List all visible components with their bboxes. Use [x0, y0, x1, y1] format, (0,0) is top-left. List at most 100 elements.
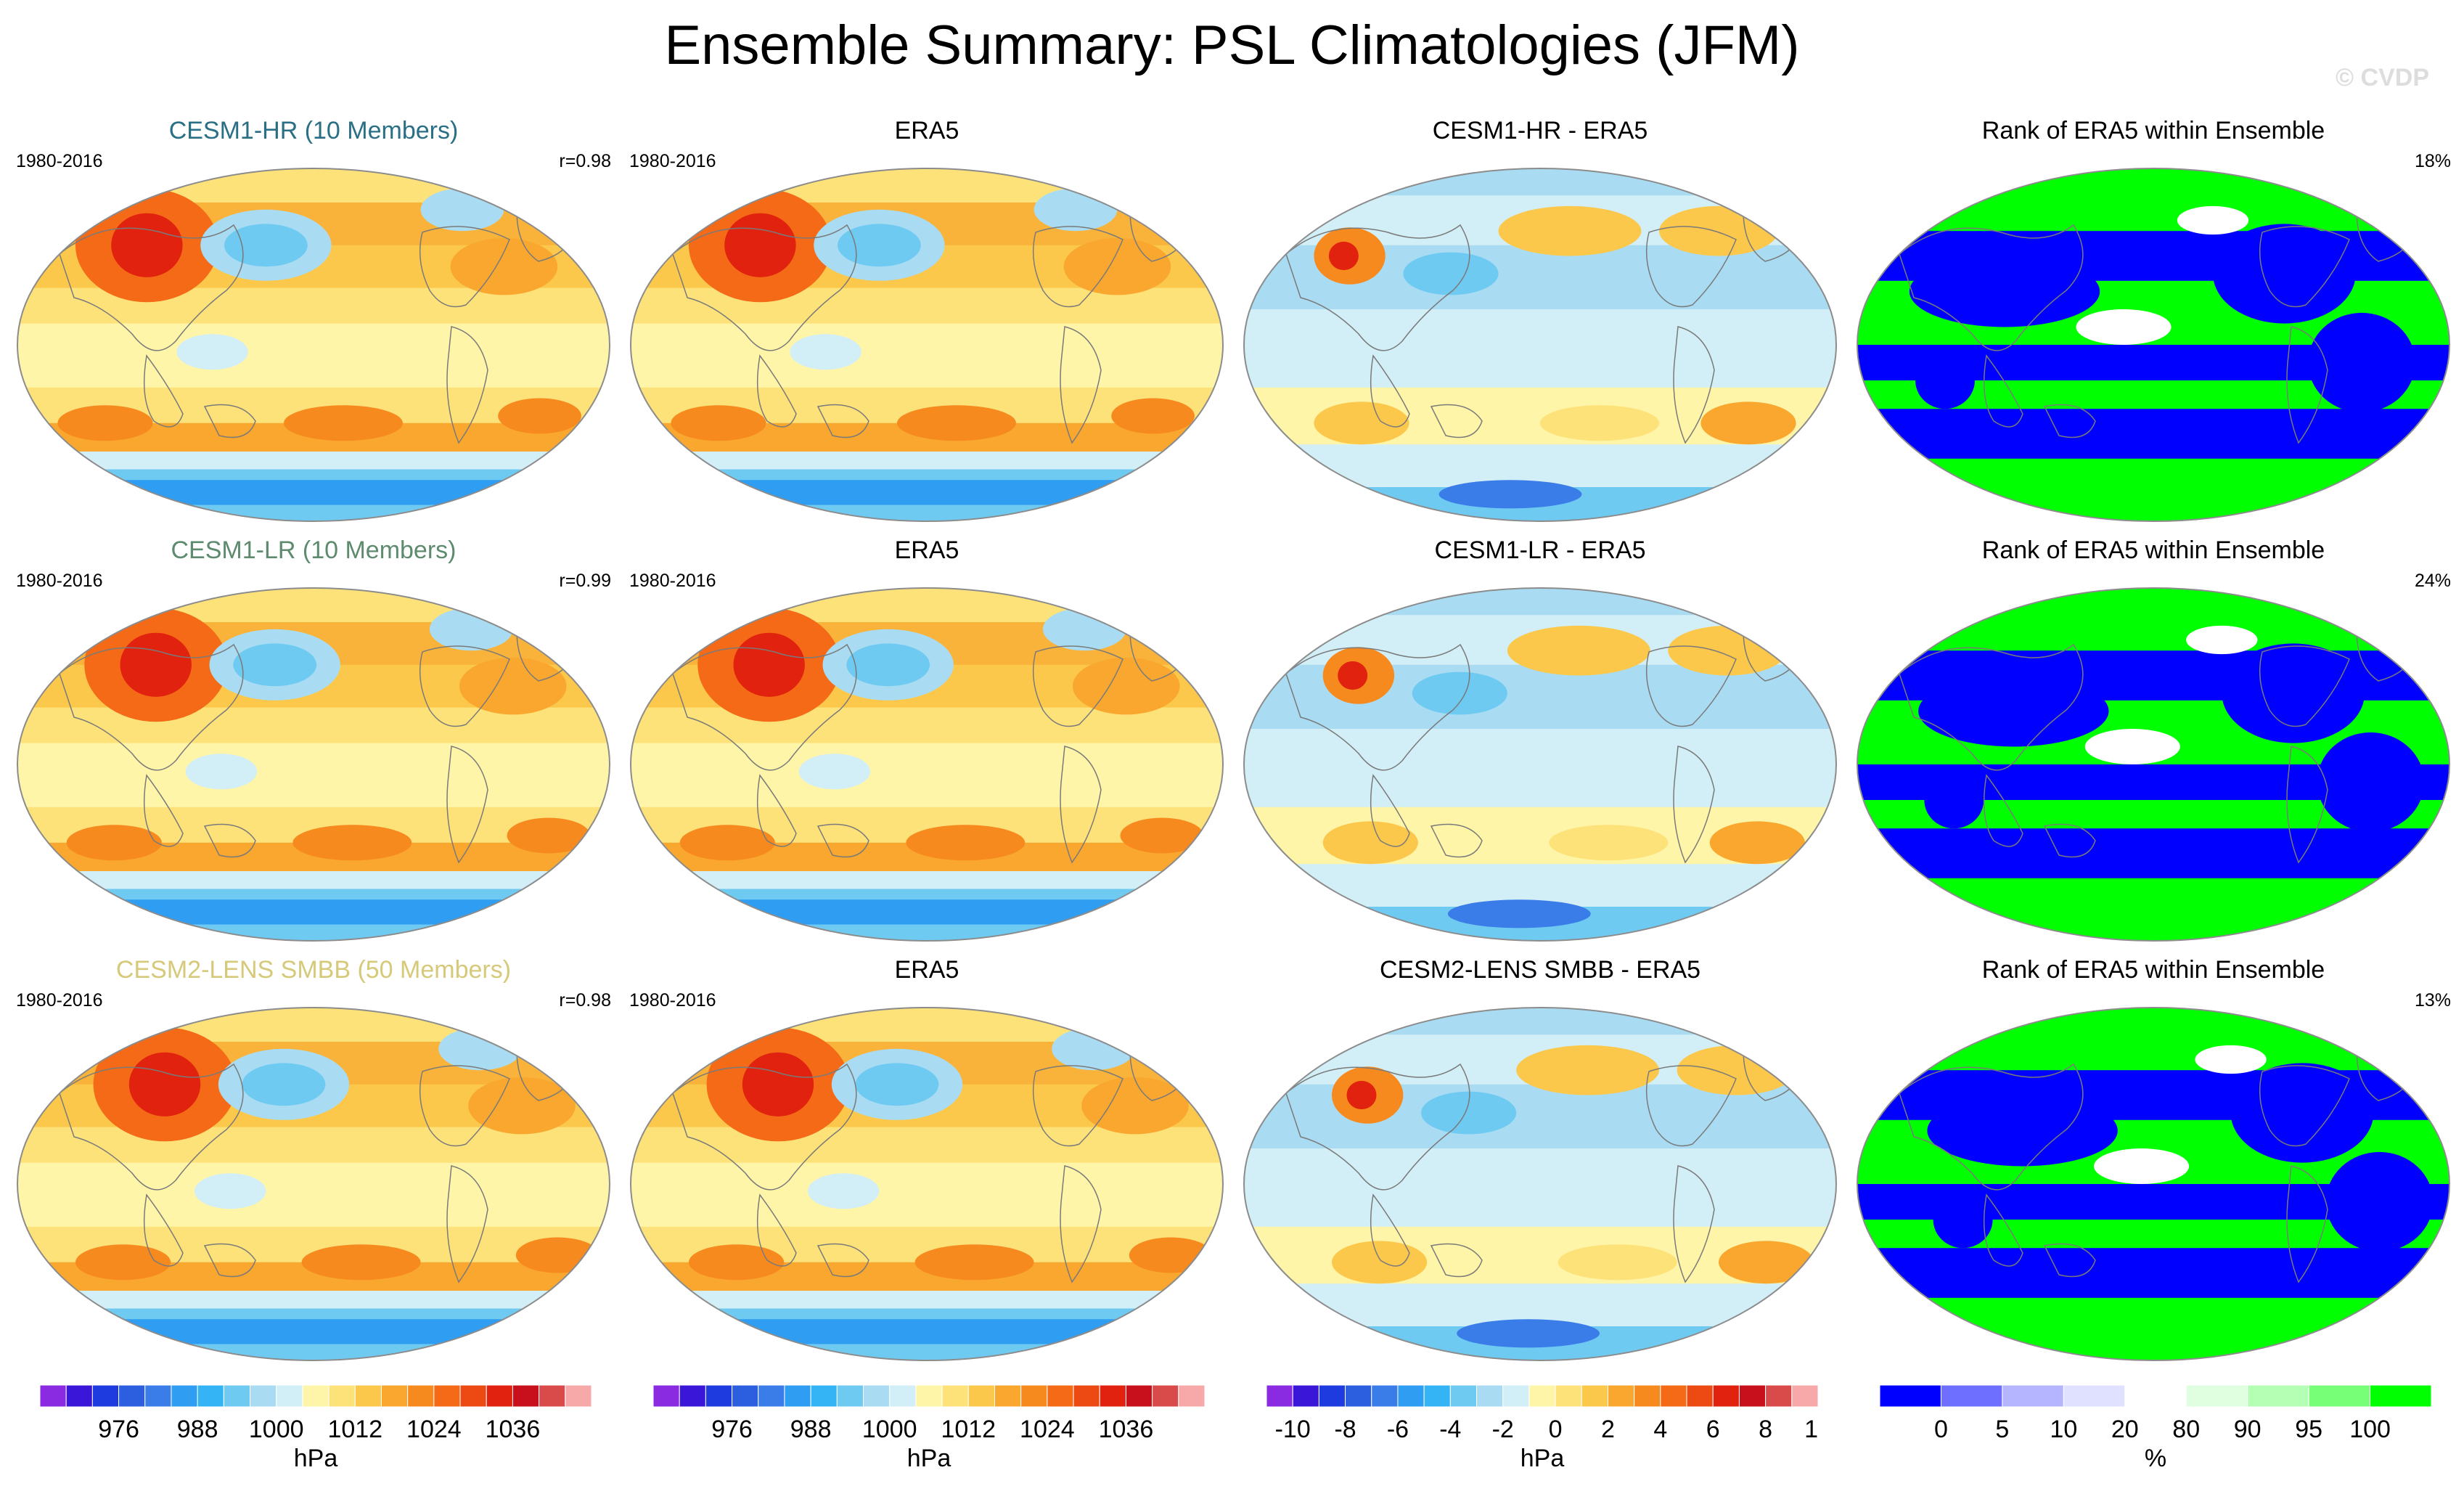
- contour-band: [17, 588, 610, 623]
- colorbar-swatch: [1502, 1385, 1530, 1408]
- map-border: [1857, 587, 2450, 942]
- map-obs: [630, 168, 1224, 522]
- colorbar-swatch: [1791, 1385, 1818, 1408]
- continent-outline: [446, 1165, 488, 1283]
- contour-feature: [242, 1063, 326, 1106]
- period-label: 1980-2016: [629, 571, 716, 591]
- contour-band: [631, 168, 1223, 203]
- contour-feature: [671, 405, 766, 441]
- contour-feature: [1516, 1045, 1659, 1095]
- panel-title: CESM2-LENS SMBB (50 Members): [115, 956, 512, 984]
- contour-band: [17, 1291, 610, 1310]
- colorbar-swatch: [2063, 1385, 2126, 1408]
- panel-title: Rank of ERA5 within Ensemble: [1981, 536, 2325, 564]
- contour-band: [1857, 878, 2449, 941]
- colorbar-tick-label: 5: [1995, 1416, 2009, 1443]
- continent-outline: [1285, 643, 1470, 771]
- panel-diff: CESM1-LR - ERA5: [1243, 536, 1838, 942]
- colorbar-tick-label: 1012: [941, 1416, 996, 1443]
- colorbar-swatch: [512, 1385, 540, 1408]
- colorbar-tick-label: 0: [1934, 1416, 1948, 1443]
- continent-outline: [2286, 1165, 2328, 1283]
- contour-feature: [292, 825, 412, 861]
- colorbar-swatch: [2247, 1385, 2309, 1408]
- contour-feature: [1328, 241, 1359, 271]
- continent-outline: [2043, 1243, 2096, 1278]
- continent-outline: [816, 1243, 869, 1278]
- continent-outline: [1430, 823, 1483, 858]
- colorbar-tick-label: 95: [2295, 1416, 2322, 1443]
- contour-band: [631, 743, 1223, 808]
- contour-feature: [515, 1237, 599, 1273]
- contour-feature: [1507, 625, 1650, 676]
- continent-outline: [1370, 774, 1410, 847]
- contour-feature: [689, 1244, 785, 1281]
- continent-outline: [1673, 1165, 1715, 1283]
- contour-feature: [2076, 309, 2172, 345]
- period-label: 1980-2016: [16, 571, 103, 591]
- panel-title: CESM1-HR (10 Members): [168, 117, 459, 144]
- contour-feature: [2213, 224, 2356, 324]
- contour-band: [1857, 1008, 2449, 1071]
- period-label: 1980-2016: [629, 990, 716, 1011]
- colorbar-tick-label: -2: [1492, 1416, 1514, 1443]
- contour-band: [17, 1308, 610, 1320]
- continent-outline: [203, 404, 256, 438]
- contour-band: [17, 743, 610, 808]
- contour-feature: [1081, 1077, 1189, 1135]
- continent-outline: [446, 746, 488, 864]
- contour-feature: [450, 238, 558, 295]
- colorbar-swatch: [486, 1385, 513, 1408]
- continent-outline: [1430, 404, 1483, 438]
- contour-feature: [1338, 661, 1368, 690]
- panel-ensemble: CESM1-LR (10 Members) 1980-2016 r=0.99: [16, 536, 611, 942]
- colorbar-swatch: [197, 1385, 224, 1408]
- colorbar-swatch: [679, 1385, 706, 1408]
- continent-outline: [1645, 645, 1737, 727]
- colorbar-swatch: [2185, 1385, 2248, 1408]
- colorbar-swatch: [1178, 1385, 1205, 1408]
- contour-band: [17, 168, 610, 203]
- colorbar-swatch: [1738, 1385, 1767, 1408]
- panel-title: CESM1-LR - ERA5: [1434, 536, 1646, 564]
- colorbar-graphic: -10 -8 -6 -4 -2 0 2 4 6 8 10: [1266, 1385, 1818, 1443]
- contour-band: [631, 1344, 1223, 1360]
- colorbar-graphic: 976 988 1000 1012 1024 1036: [653, 1385, 1205, 1443]
- contour-band: [631, 323, 1223, 388]
- contour-band: [631, 899, 1223, 926]
- continent-outline: [1899, 1063, 2084, 1191]
- map-border: [630, 168, 1224, 522]
- colorbar-swatch: [302, 1385, 330, 1408]
- contour-feature: [1438, 480, 1582, 509]
- colorbar-swatch: [459, 1385, 487, 1408]
- continent-outline: [59, 224, 244, 351]
- colorbar-tick-label: 0: [1549, 1416, 1563, 1443]
- colorbar-ensemble: 976 988 1000 1012 1024 1036 hPa: [40, 1385, 592, 1472]
- colorbar-tick-label: 1036: [1099, 1416, 1154, 1443]
- colorbar-swatch: [1712, 1385, 1740, 1408]
- contour-feature: [1120, 817, 1204, 854]
- contour-feature: [498, 398, 581, 434]
- contour-feature: [679, 825, 775, 861]
- colorbar-tick-label: 10: [1804, 1416, 1818, 1443]
- colorbar-tick-label: 1024: [1020, 1416, 1075, 1443]
- continent-outline: [419, 226, 510, 308]
- colorbar-swatch: [276, 1385, 303, 1408]
- continent-outline: [2286, 326, 2328, 444]
- panel-title: Rank of ERA5 within Ensemble: [1981, 956, 2325, 984]
- map-ensemble: [17, 587, 610, 942]
- panel-obs: ERA5 1980-2016: [629, 536, 1224, 942]
- period-label: 1980-2016: [16, 990, 103, 1011]
- map-field: [17, 168, 610, 521]
- colorbar-swatch: [223, 1385, 251, 1408]
- contour-feature: [838, 224, 921, 267]
- colorbar-tick-label: 1024: [406, 1416, 462, 1443]
- colorbar-tick-label: 2: [1601, 1416, 1615, 1443]
- colorbar-swatch: [889, 1385, 917, 1408]
- continent-outline: [816, 823, 869, 858]
- contour-band: [17, 871, 610, 890]
- colorbar-swatch: [1266, 1385, 1293, 1408]
- contour-band: [631, 1291, 1223, 1310]
- contour-band: [1857, 1297, 2449, 1360]
- contour-band: [17, 1319, 610, 1345]
